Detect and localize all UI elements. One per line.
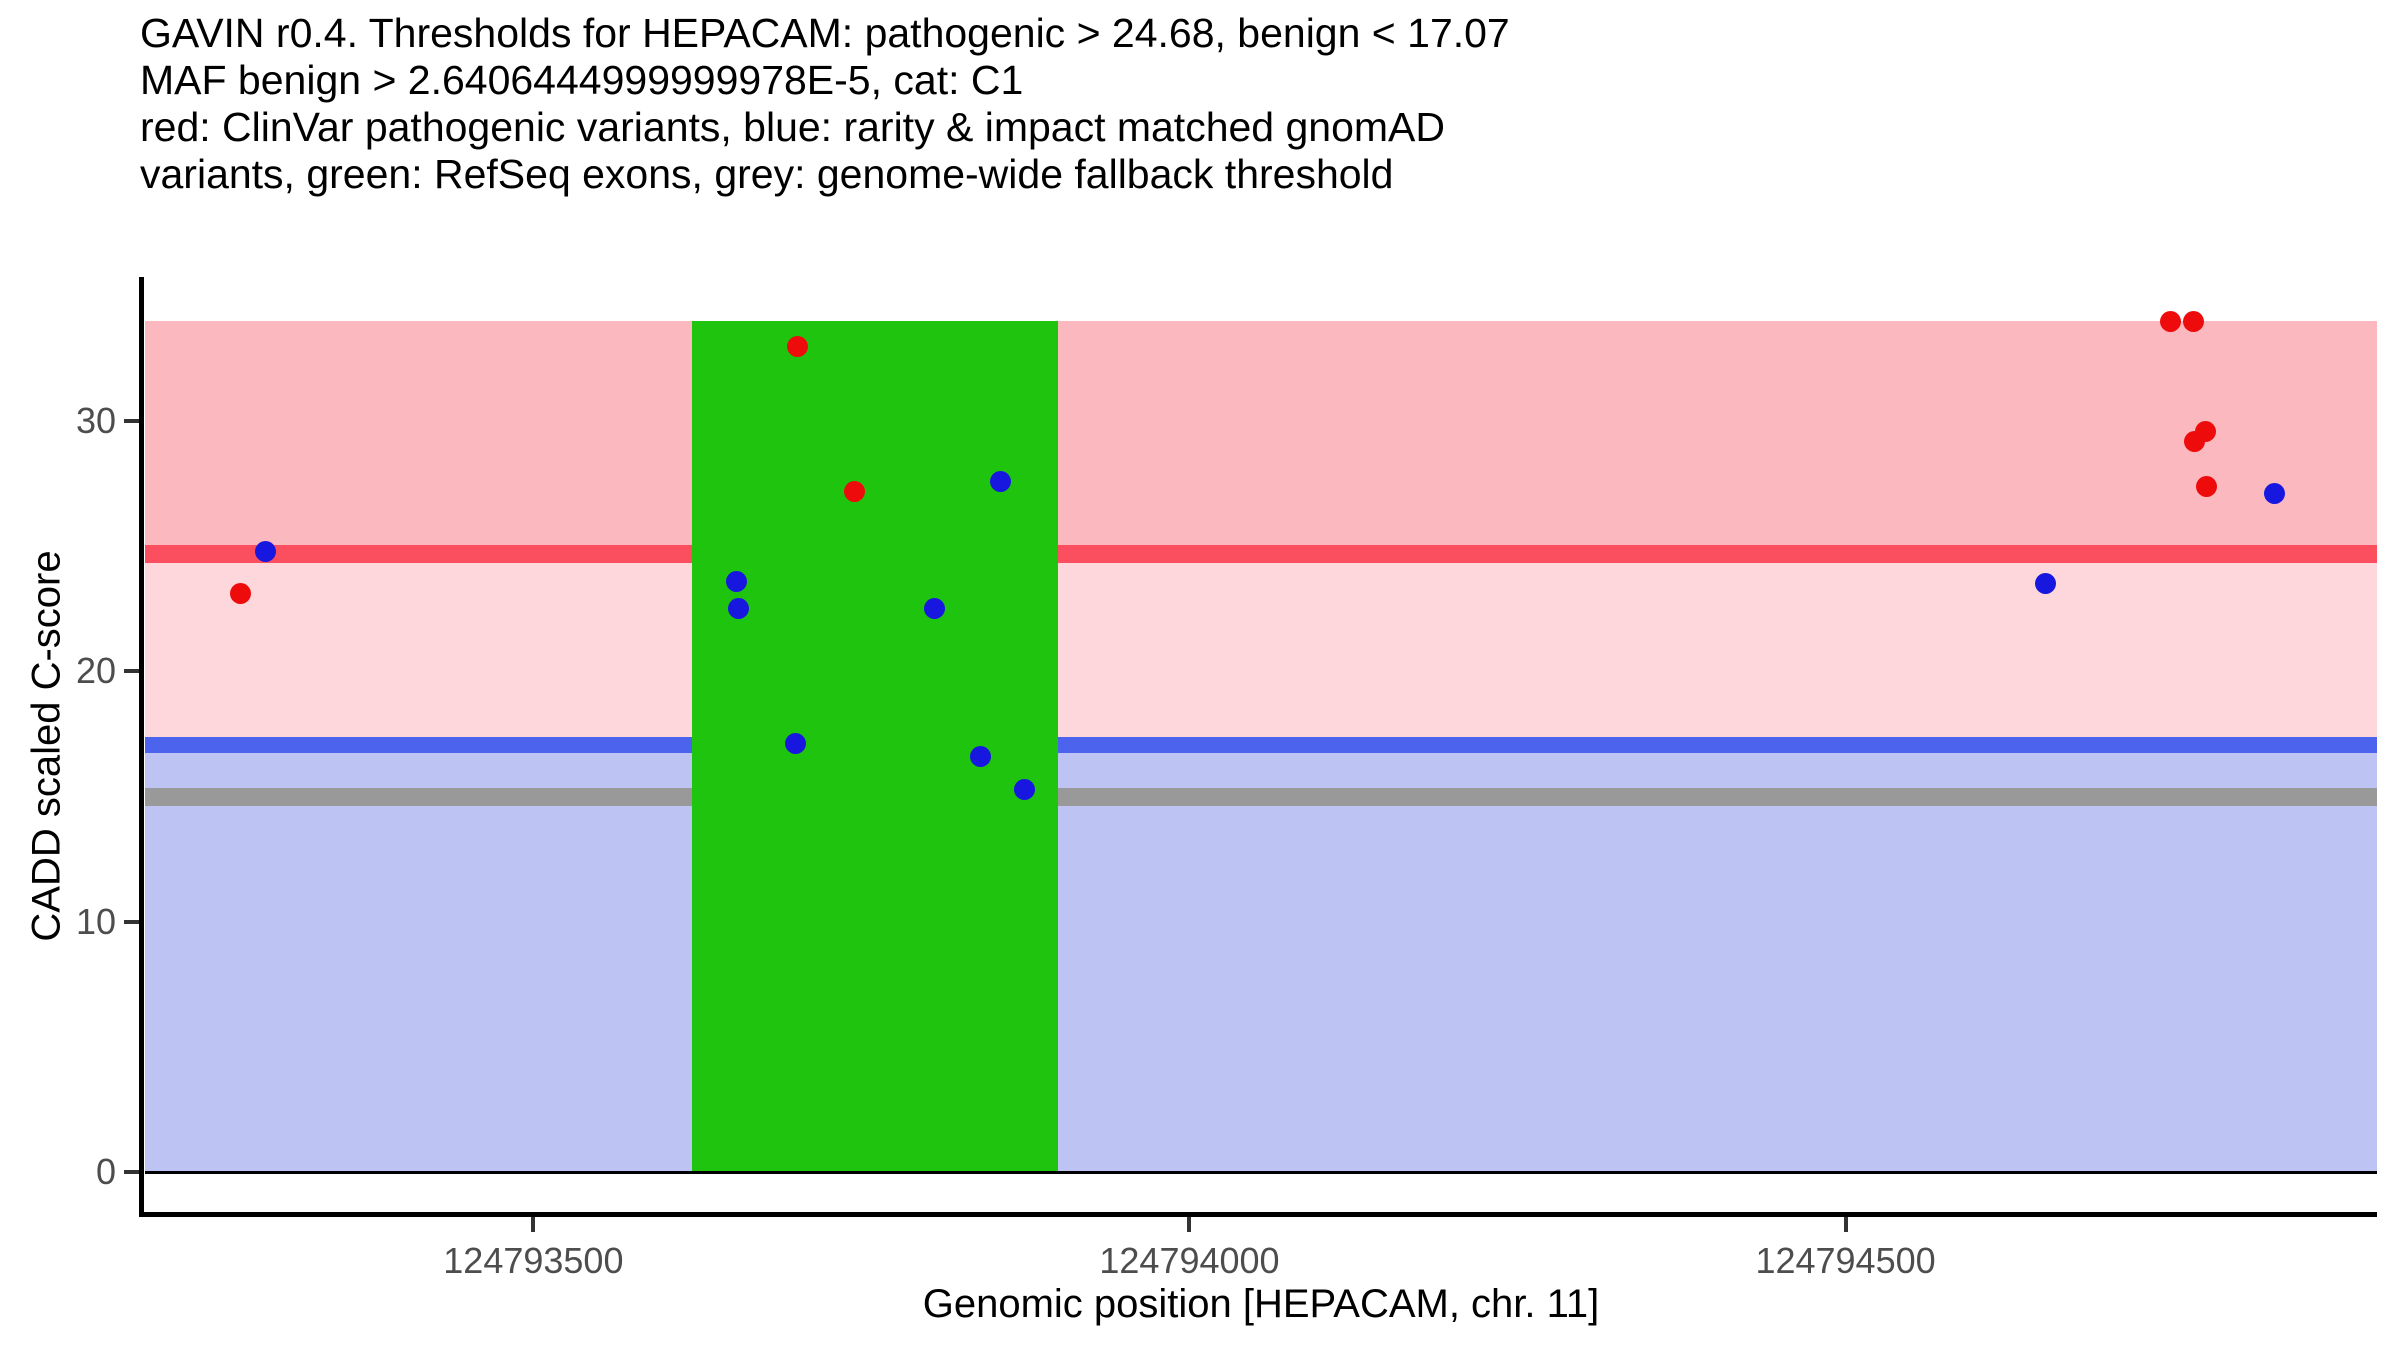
y-tick-label: 10 [75, 900, 116, 942]
y-tick-mark [124, 669, 139, 674]
gnomad-matched-point [924, 598, 946, 620]
gnomad-matched-point [2264, 483, 2286, 505]
x-tick-label: 124794500 [1755, 1240, 1936, 1281]
intermediate-zone [145, 554, 2377, 745]
gnomad-matched-point [727, 598, 749, 620]
fallback-threshold-line [145, 787, 2377, 806]
clinvar-pathogenic-point [786, 335, 808, 357]
gnomad-matched-point [2034, 573, 2056, 595]
x-tick-mark [1187, 1217, 1192, 1232]
refseq-exon [692, 321, 1059, 1172]
x-tick-label: 124794000 [1099, 1240, 1280, 1281]
title-line-2: MAF benign > 2.6406444999999978E-5, cat:… [140, 57, 1024, 103]
x-tick-mark [531, 1217, 536, 1232]
y-axis-title: CADD scaled C-score [24, 550, 69, 942]
gnomad-matched-point [785, 733, 807, 755]
pathogenic-threshold-line [145, 545, 2377, 564]
x-tick-mark [1843, 1217, 1848, 1232]
clinvar-pathogenic-point [2182, 310, 2204, 332]
gnomad-matched-point [726, 570, 748, 592]
benign-threshold-line [145, 736, 2377, 753]
y-tick-label: 0 [95, 1151, 116, 1192]
y-tick-label: 20 [75, 650, 116, 692]
clinvar-pathogenic-point [2194, 420, 2216, 442]
title-line-1: GAVIN r0.4. Thresholds for HEPACAM: path… [140, 10, 1510, 56]
title-line-3: red: ClinVar pathogenic variants, blue: … [140, 104, 1446, 150]
gnomad-matched-point [1013, 778, 1035, 800]
y-tick-label: 30 [75, 400, 116, 442]
clinvar-pathogenic-point [230, 583, 252, 605]
y-tick-mark [124, 919, 139, 924]
y-tick-mark [124, 419, 139, 424]
gnomad-matched-point [970, 746, 992, 767]
title-line-4: variants, green: RefSeq exons, grey: gen… [140, 151, 1394, 197]
x-axis-title: Genomic position [HEPACAM, chr. 11] [922, 1282, 1600, 1326]
zero-line [145, 1170, 2377, 1174]
x-axis-line [139, 1212, 2377, 1217]
plot-title: GAVIN r0.4. Thresholds for HEPACAM: path… [140, 10, 1510, 198]
benign-zone [145, 744, 2377, 1172]
clinvar-pathogenic-point [2195, 475, 2217, 497]
y-tick-mark [124, 1170, 139, 1174]
y-axis-line [139, 277, 144, 1217]
clinvar-pathogenic-point [844, 480, 866, 502]
clinvar-pathogenic-point [2160, 310, 2182, 332]
pathogenic-zone [145, 321, 2377, 555]
gnomad-matched-point [255, 540, 277, 562]
gnomad-matched-point [990, 470, 1012, 492]
x-tick-label: 124793500 [443, 1240, 624, 1281]
